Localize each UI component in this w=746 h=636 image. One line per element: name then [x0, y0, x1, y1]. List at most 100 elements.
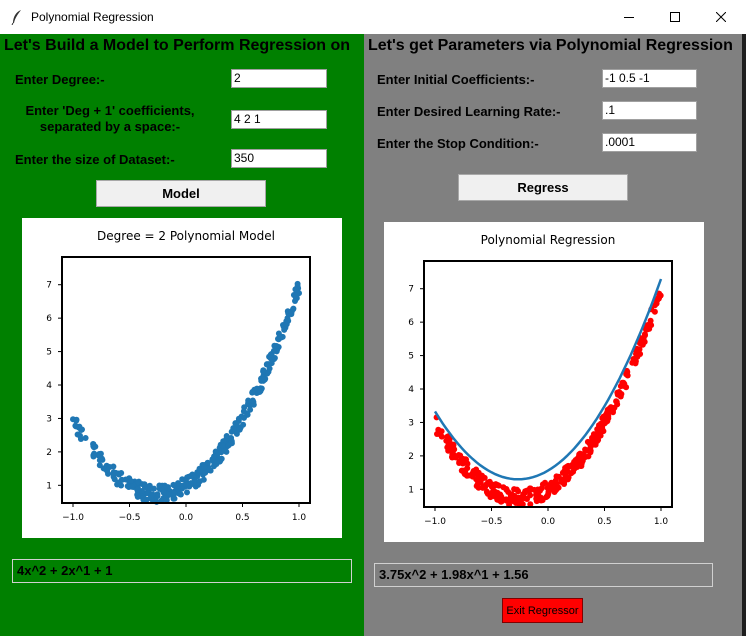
model-data-point — [257, 387, 264, 394]
model-plot: Degree = 2 Polynomial Model −1.0 −0.5 0.0 0… — [22, 218, 342, 538]
model-data-point — [275, 335, 281, 342]
regression-y-tick-label: 4 — [408, 385, 414, 395]
model-data-point — [292, 298, 298, 304]
model-data-point — [266, 365, 273, 372]
model-data-point — [290, 305, 297, 312]
model-data-point — [281, 326, 288, 333]
model-data-point — [216, 458, 223, 465]
regression-data-point — [539, 497, 546, 504]
model-data-point — [163, 497, 170, 504]
regression-data-point — [578, 460, 584, 467]
regression-data-point — [533, 491, 539, 498]
model-data-point — [233, 421, 240, 428]
maximize-button[interactable] — [652, 0, 698, 34]
regression-data-point — [464, 465, 471, 472]
model-data-point — [260, 368, 267, 375]
regression-data-point — [586, 440, 593, 447]
regression-y-axis: 1 2 3 4 5 6 7 — [408, 285, 424, 495]
dataset-size-label: Enter the size of Dataset:- — [15, 152, 175, 167]
model-data-point — [219, 442, 226, 449]
model-data-point — [294, 280, 301, 287]
model-data-point — [111, 476, 118, 483]
regression-x-tick-label: 0.0 — [541, 517, 556, 527]
model-data-point — [72, 422, 79, 429]
regression-x-axis: −1.0 −0.5 0.0 0.5 1.0 — [424, 507, 668, 527]
model-data-point — [249, 397, 256, 404]
regression-data-point — [443, 437, 450, 444]
model-data-point — [211, 453, 218, 460]
initial-coefficients-input[interactable]: -1 0.5 -1 — [602, 69, 697, 88]
dataset-size-input[interactable]: 350 — [231, 149, 327, 168]
model-data-point — [225, 442, 232, 449]
model-x-axis: −1.0 −0.5 0.0 0.5 1.0 — [62, 503, 306, 523]
model-button[interactable]: Model — [96, 180, 266, 207]
model-data-point — [73, 417, 80, 424]
regression-data-point — [632, 360, 639, 367]
regression-data-point — [525, 487, 532, 494]
model-equation: 4x^2 + 2x^1 + 1 — [12, 559, 352, 583]
regression-data-point — [564, 463, 571, 470]
feather-icon — [11, 10, 21, 25]
regression-y-tick-label: 2 — [408, 452, 414, 462]
regression-data-point — [495, 482, 502, 489]
model-y-axis: 1 2 3 4 5 6 7 — [46, 281, 62, 491]
model-plot-title: Degree = 2 Polynomial Model — [97, 229, 275, 243]
regression-data-point — [449, 453, 455, 460]
regression-data-point — [600, 420, 607, 427]
regression-data-point — [539, 481, 546, 488]
regression-data-point — [561, 477, 568, 484]
degree-input[interactable]: 2 — [231, 69, 327, 88]
model-data-point — [140, 494, 147, 501]
model-data-point — [292, 286, 299, 293]
regression-data-point — [633, 351, 639, 357]
model-data-point — [170, 481, 177, 488]
stop-condition-input[interactable]: .0001 — [602, 133, 697, 152]
window-edge — [742, 34, 746, 636]
model-data-point — [271, 355, 278, 361]
regression-data-point — [546, 481, 553, 488]
regression-data-point — [461, 471, 468, 478]
initial-coefficients-label: Enter Initial Coefficients:- — [377, 72, 535, 87]
minimize-button[interactable] — [606, 0, 652, 34]
regression-data-point — [477, 479, 484, 486]
model-data-point — [201, 464, 208, 471]
regression-data-point — [571, 465, 578, 472]
regression-data-point — [479, 472, 485, 479]
close-icon — [716, 12, 726, 22]
regression-data-point — [551, 487, 558, 494]
regression-data-point — [616, 389, 623, 395]
model-data-point — [77, 432, 83, 439]
maximize-icon — [670, 12, 680, 22]
model-data-point — [236, 426, 243, 433]
regression-data-point — [617, 393, 624, 400]
model-data-point — [261, 376, 268, 383]
regression-data-point — [482, 484, 489, 490]
exit-button[interactable]: Exit Regressor — [502, 598, 583, 623]
regress-button[interactable]: Regress — [458, 174, 628, 201]
coefficients-input[interactable]: 4 2 1 — [231, 110, 327, 129]
model-data-point — [196, 478, 203, 485]
regression-y-tick-label: 6 — [408, 318, 414, 328]
model-data-point — [240, 421, 247, 428]
model-x-tick-label: 0.5 — [235, 513, 249, 523]
regression-data-point — [469, 470, 476, 477]
model-x-tick-label: −0.5 — [119, 513, 141, 523]
model-data-point — [184, 489, 190, 496]
close-button[interactable] — [698, 0, 744, 34]
regression-data-point — [437, 431, 444, 438]
model-data-point — [154, 491, 161, 498]
regression-data-point — [651, 302, 658, 309]
regression-data-point — [463, 456, 469, 463]
learning-rate-input[interactable]: .1 — [602, 101, 697, 120]
regression-plot: Polynomial Regression −1.0 −0.5 0.0 0.5 1.0 … — [384, 222, 704, 542]
regression-data-point — [488, 481, 495, 488]
model-y-tick-label: 5 — [46, 348, 52, 358]
regression-x-tick-label: 0.5 — [597, 517, 611, 527]
model-data-point — [171, 490, 178, 497]
regression-data-point — [654, 297, 661, 304]
model-data-point — [270, 347, 277, 354]
stop-condition-label: Enter the Stop Condition:- — [377, 136, 539, 151]
model-y-tick-label: 7 — [46, 281, 52, 291]
model-data-point — [135, 479, 142, 486]
